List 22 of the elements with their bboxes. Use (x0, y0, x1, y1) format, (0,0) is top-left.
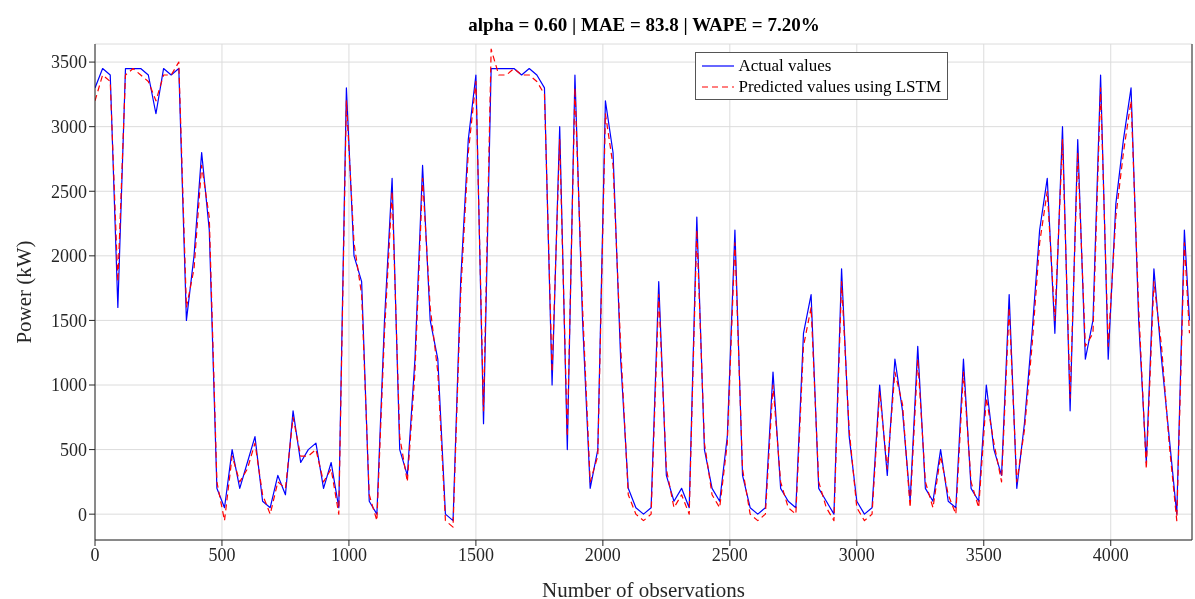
x-tick-label: 1500 (457, 544, 494, 565)
y-tick-label: 2000 (51, 246, 87, 267)
x-tick-label: 0 (90, 544, 100, 565)
y-tick-label: 500 (60, 439, 87, 460)
x-tick-label: 3000 (838, 544, 875, 565)
chart-title: alpha = 0.60 | MAE = 83.8 | WAPE = 7.20% (467, 14, 821, 36)
y-axis-title: Power (kW) (12, 240, 37, 344)
x-tick-label: 2000 (584, 544, 621, 565)
y-tick-label: 0 (78, 504, 87, 525)
x-tick-label: 3500 (965, 544, 1002, 565)
y-tick-label: 3000 (51, 117, 87, 138)
y-tick-label: 1500 (51, 310, 87, 331)
x-tick-label: 2500 (711, 544, 748, 565)
legend-label: Actual values (738, 55, 832, 76)
legend-label: Predicted values using LSTM (738, 76, 941, 97)
x-tick-label: 500 (208, 544, 236, 565)
y-tick-label: 2500 (51, 181, 87, 202)
x-axis-title: Number of observations (542, 578, 745, 599)
x-tick-label: 4000 (1092, 544, 1129, 565)
y-tick-label: 3500 (51, 52, 87, 73)
x-tick-label: 1000 (330, 544, 367, 565)
y-tick-label: 1000 (51, 375, 87, 396)
